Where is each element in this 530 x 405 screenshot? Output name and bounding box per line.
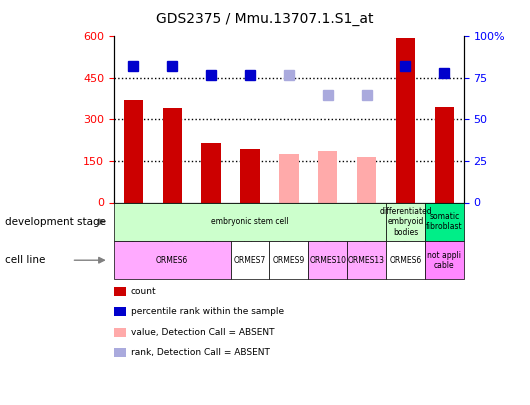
Text: value, Detection Call = ABSENT: value, Detection Call = ABSENT [131,328,275,337]
Text: GDS2375 / Mmu.13707.1.S1_at: GDS2375 / Mmu.13707.1.S1_at [156,12,374,26]
Text: development stage: development stage [5,217,107,227]
Bar [318,151,338,202]
Bar [123,100,143,202]
Bar [201,143,221,202]
Bar [279,154,298,202]
Bar [240,149,260,202]
Text: cell line: cell line [5,255,46,265]
Text: count: count [131,287,156,296]
Text: ORMES9: ORMES9 [273,256,305,265]
Text: somatic
fibroblast: somatic fibroblast [426,212,463,231]
Bar [163,109,182,202]
Text: ORMES6: ORMES6 [390,256,421,265]
Text: percentile rank within the sample: percentile rank within the sample [131,307,284,316]
Text: ORMES6: ORMES6 [156,256,188,265]
Text: ORMES7: ORMES7 [234,256,266,265]
Bar [357,157,376,202]
Text: ORMES13: ORMES13 [348,256,385,265]
Text: embryonic stem cell: embryonic stem cell [211,217,289,226]
Text: not appli
cable: not appli cable [427,251,461,270]
Text: differentiated
embryoid
bodies: differentiated embryoid bodies [379,207,432,237]
Text: rank, Detection Call = ABSENT: rank, Detection Call = ABSENT [131,348,270,357]
Text: ORMES10: ORMES10 [309,256,346,265]
Bar [435,107,454,202]
Bar [396,38,415,202]
